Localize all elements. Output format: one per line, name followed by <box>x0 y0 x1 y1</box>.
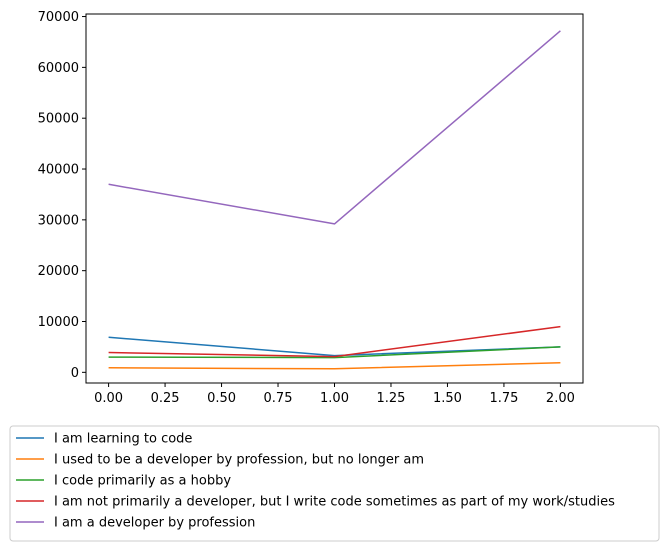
series-line-2 <box>108 361 561 370</box>
x-tick-label: 0.00 <box>94 391 123 406</box>
y-tick-label: 40000 <box>38 163 79 178</box>
legend-label: I am learning to code <box>54 432 192 447</box>
legend: I am learning to code I used to be a deve… <box>9 425 660 542</box>
x-tick-label: 1.25 <box>377 391 406 406</box>
series-line-4 <box>108 325 561 358</box>
y-tick-label: 10000 <box>38 315 79 330</box>
plot-frame <box>85 13 584 384</box>
series-line-3 <box>108 346 561 359</box>
y-tick-label: 60000 <box>38 61 79 76</box>
x-tick-label: 1.75 <box>489 391 518 406</box>
y-tick-label: 30000 <box>38 213 79 228</box>
legend-label: I code primarily as a hobby <box>54 474 231 489</box>
x-tick-label: 1.00 <box>320 391 349 406</box>
x-tick-label: 0.75 <box>264 391 293 406</box>
legend-label: I am a developer by profession <box>54 516 255 531</box>
y-tick-label: 50000 <box>38 112 79 127</box>
x-tick-label: 1.50 <box>433 391 462 406</box>
legend-box <box>9 425 660 542</box>
y-tick-label: 20000 <box>38 264 79 279</box>
series-line-1 <box>108 336 561 357</box>
x-tick-label: 0.25 <box>151 391 180 406</box>
series-lines <box>108 30 561 370</box>
legend-label: I used to be a developer by profession, … <box>54 453 424 468</box>
x-tick-label: 2.00 <box>546 391 575 406</box>
y-tick-label: 70000 <box>38 10 79 25</box>
series-line-5 <box>108 30 561 225</box>
legend-label: I am not primarily a developer, but I wr… <box>54 495 615 510</box>
x-tick-label: 0.50 <box>207 391 236 406</box>
axes: 0.00 0.25 0.50 0.75 1.00 1.25 1.50 1.75 2.00 0 100… <box>38 10 584 406</box>
y-tick-label: 0 <box>71 366 79 381</box>
